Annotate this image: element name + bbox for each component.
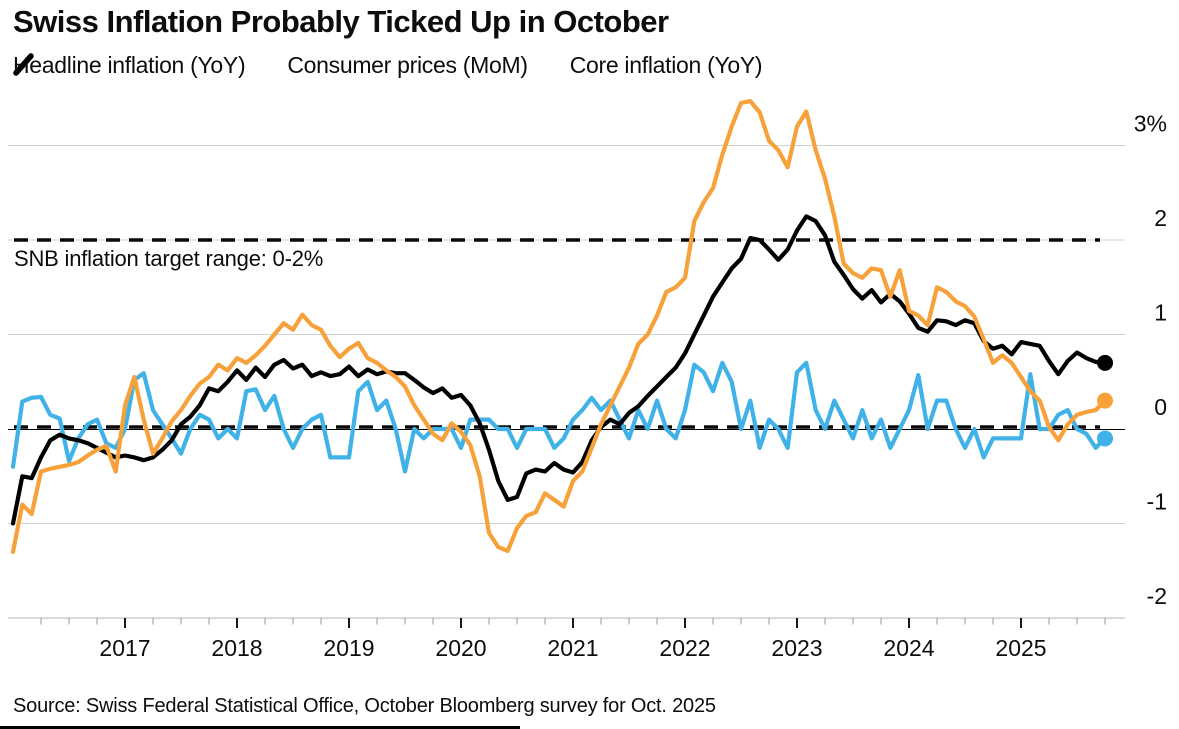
series-end-dot <box>1097 392 1113 409</box>
series-line <box>10 214 1108 526</box>
x-axis-year-label: 2025 <box>995 635 1046 661</box>
series-line <box>10 98 1108 555</box>
legend-item-core: Core inflation (YoY) <box>13 52 763 79</box>
x-axis-year-label: 2023 <box>771 635 822 661</box>
x-axis-year-label: 2018 <box>211 635 262 661</box>
x-axis-year-label: 2021 <box>547 635 598 661</box>
legend-label: Consumer prices (MoM) <box>287 52 528 78</box>
bottom-edge-divider <box>0 726 520 729</box>
x-axis-year-label: 2017 <box>99 635 150 661</box>
x-axis-year-label: 2024 <box>883 635 934 661</box>
series-end-dot <box>1097 430 1113 447</box>
legend-item-consumer-mom: Consumer prices (MoM) <box>13 52 528 79</box>
chart-legend: Headline inflation (YoY) Consumer prices… <box>13 52 763 79</box>
source-note: Source: Swiss Federal Statistical Office… <box>13 695 716 717</box>
slash-icon <box>13 53 34 76</box>
legend-item-headline: Headline inflation (YoY) <box>13 52 246 79</box>
y-axis-label: -2 <box>1147 583 1167 609</box>
y-axis-label: -1 <box>1147 489 1167 515</box>
y-axis-label: 1 <box>1154 300 1167 326</box>
snb-target-annotation: SNB inflation target range: 0-2% <box>14 246 324 271</box>
y-axis-label: 3% <box>1134 111 1167 137</box>
legend-label: Core inflation (YoY) <box>569 52 763 78</box>
legend-label: Headline inflation (YoY) <box>13 52 246 78</box>
y-axis-label: 2 <box>1154 205 1167 231</box>
x-axis-year-label: 2022 <box>659 635 710 661</box>
x-axis-year-label: 2020 <box>435 635 486 661</box>
y-axis-label: 0 <box>1154 394 1167 420</box>
series-line <box>10 360 1108 474</box>
x-axis-year-label: 2019 <box>323 635 374 661</box>
series-end-dot <box>1097 354 1113 371</box>
chart-title: Swiss Inflation Probably Ticked Up in Oc… <box>13 4 669 39</box>
